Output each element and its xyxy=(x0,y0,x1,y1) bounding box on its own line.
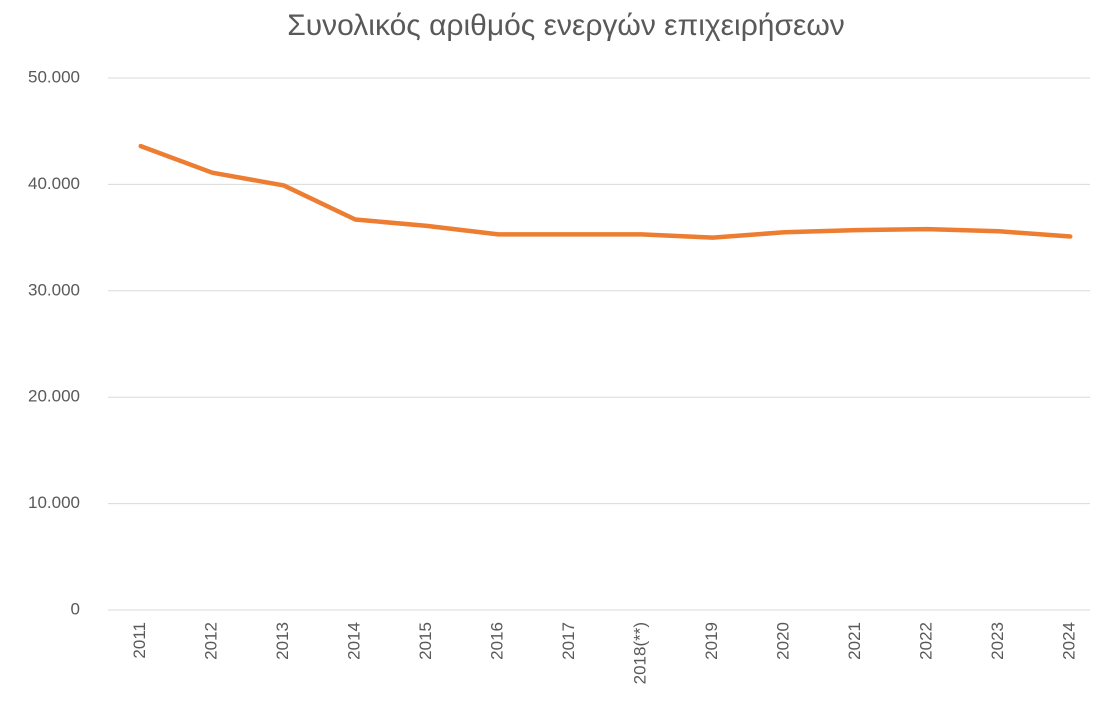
y-tick-label: 10.000 xyxy=(28,493,80,512)
y-tick-label: 40.000 xyxy=(28,174,80,193)
x-tick-label: 2011 xyxy=(130,622,149,659)
y-tick-label: 50.000 xyxy=(28,67,80,86)
x-tick-label: 2017 xyxy=(559,622,578,660)
x-tick-label: 2015 xyxy=(416,622,435,660)
y-tick-label: 30.000 xyxy=(28,280,80,299)
x-tick-label: 2013 xyxy=(273,622,292,660)
x-tick-label: 2019 xyxy=(702,622,721,660)
chart-title: Συνολικός αριθμός ενεργών επιχειρήσεων xyxy=(287,9,845,42)
x-tick-label: 2021 xyxy=(845,622,864,660)
x-tick-label: 2022 xyxy=(917,622,936,660)
x-tick-label: 2020 xyxy=(774,622,793,660)
x-tick-label: 2012 xyxy=(202,622,221,660)
y-tick-label: 20.000 xyxy=(28,387,80,406)
x-tick-label: 2014 xyxy=(345,622,364,660)
x-tick-label: 2024 xyxy=(1060,622,1079,660)
x-tick-label: 2016 xyxy=(488,622,507,660)
line-series xyxy=(138,143,1073,240)
x-tick-label: 2023 xyxy=(988,622,1007,660)
x-tick-label: 2018(**) xyxy=(631,622,650,684)
y-tick-label: 0 xyxy=(71,599,80,618)
